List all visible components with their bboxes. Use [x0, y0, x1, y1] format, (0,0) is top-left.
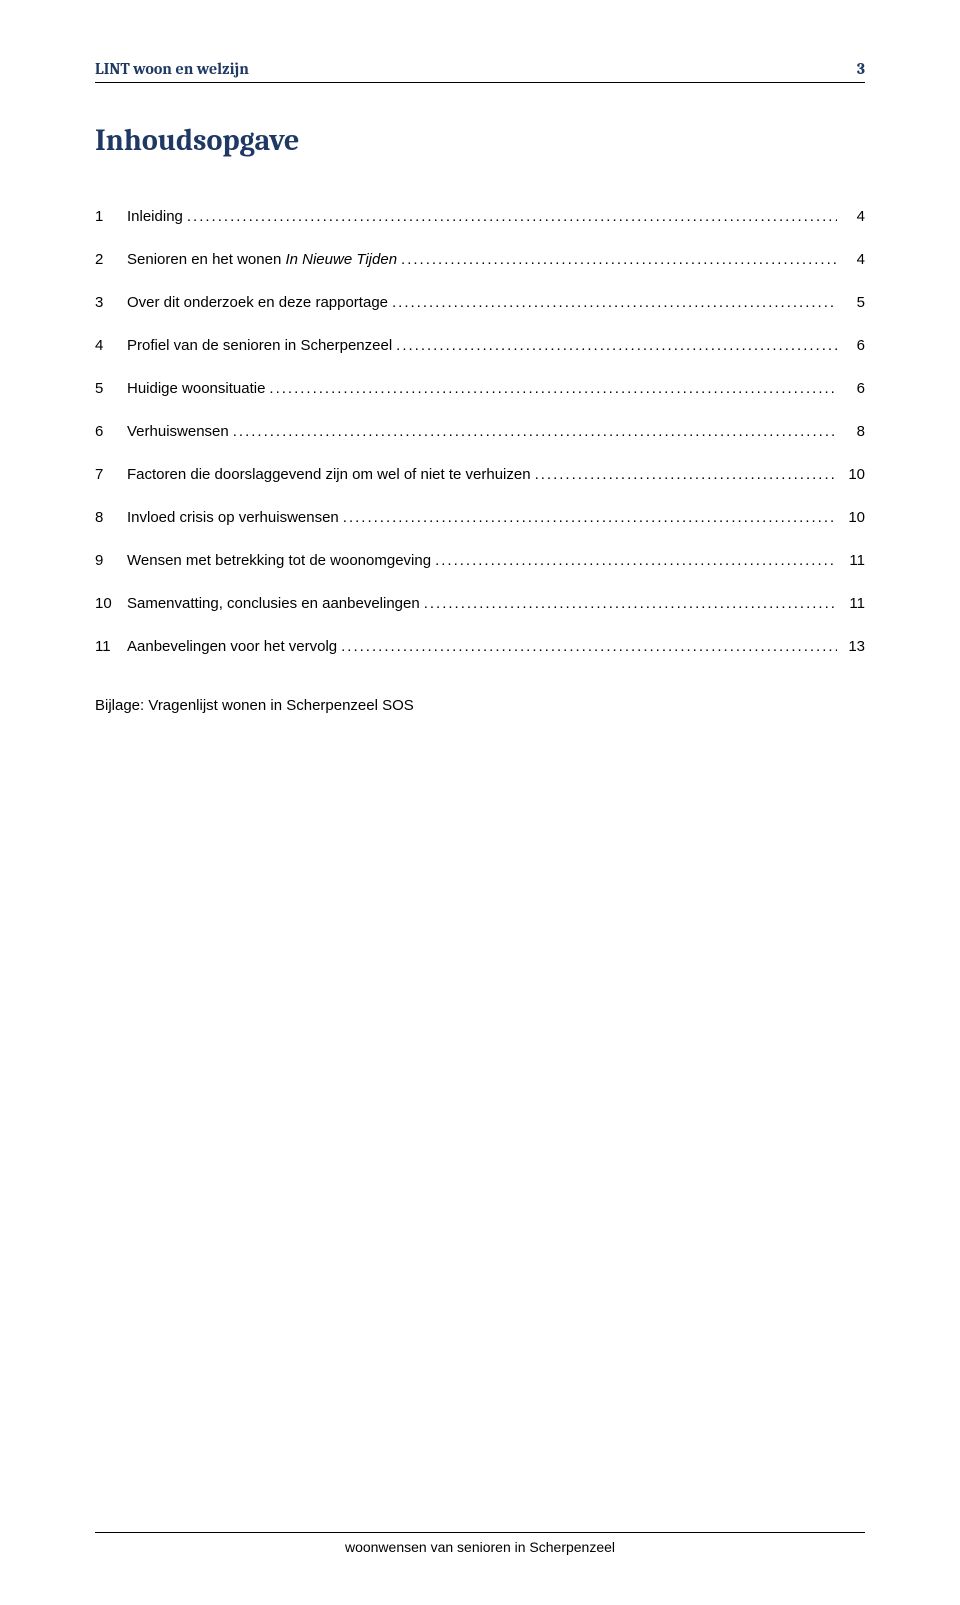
toc-page: 13: [841, 636, 865, 657]
toc-entry: 1 Inleiding 4: [95, 206, 865, 227]
toc-page: 10: [841, 507, 865, 528]
toc-label: Huidige woonsituatie: [127, 378, 265, 399]
toc-leader: [341, 636, 837, 657]
toc-entry: 4 Profiel van de senioren in Scherpenzee…: [95, 335, 865, 356]
document-page: LINT woon en welzijn 3 Inhoudsopgave 1 I…: [0, 0, 960, 1605]
toc-label: Aanbevelingen voor het vervolg: [127, 636, 337, 657]
toc-label: Wensen met betrekking tot de woonomgevin…: [127, 550, 431, 571]
header-page-number: 3: [857, 60, 865, 78]
toc-page: 8: [841, 421, 865, 442]
footer-rule: [95, 1532, 865, 1533]
toc-page: 4: [841, 249, 865, 270]
toc-page: 11: [841, 550, 865, 571]
toc-leader: [233, 421, 837, 442]
toc-number: 4: [95, 335, 127, 356]
page-title: Inhoudsopgave: [95, 123, 865, 158]
toc-leader: [435, 550, 837, 571]
toc-label: Samenvatting, conclusies en aanbevelinge…: [127, 593, 420, 614]
toc-page: 6: [841, 378, 865, 399]
toc-leader: [424, 593, 837, 614]
toc-number: 11: [95, 636, 127, 657]
toc-label: Over dit onderzoek en deze rapportage: [127, 292, 388, 313]
header-rule: [95, 82, 865, 83]
toc-number: 7: [95, 464, 127, 485]
toc-entry: 7 Factoren die doorslaggevend zijn om we…: [95, 464, 865, 485]
toc-number: 9: [95, 550, 127, 571]
toc-entry: 3 Over dit onderzoek en deze rapportage …: [95, 292, 865, 313]
toc-label: Verhuiswensen: [127, 421, 229, 442]
toc-entry: 6 Verhuiswensen 8: [95, 421, 865, 442]
toc-page: 10: [841, 464, 865, 485]
toc-leader: [343, 507, 837, 528]
toc-leader: [269, 378, 837, 399]
toc-entry: 10 Samenvatting, conclusies en aanbeveli…: [95, 593, 865, 614]
toc-entry: 5 Huidige woonsituatie 6: [95, 378, 865, 399]
toc-number: 8: [95, 507, 127, 528]
toc-page: 6: [841, 335, 865, 356]
toc-page: 5: [841, 292, 865, 313]
toc-entry: 11 Aanbevelingen voor het vervolg 13: [95, 636, 865, 657]
toc-leader: [401, 249, 837, 270]
toc-page: 4: [841, 206, 865, 227]
table-of-contents: 1 Inleiding 4 2 Senioren en het wonen In…: [95, 206, 865, 657]
toc-label: Factoren die doorslaggevend zijn om wel …: [127, 464, 531, 485]
toc-page: 11: [841, 593, 865, 614]
toc-leader: [396, 335, 837, 356]
toc-leader: [187, 206, 837, 227]
toc-number: 5: [95, 378, 127, 399]
toc-number: 10: [95, 593, 127, 614]
toc-number: 6: [95, 421, 127, 442]
page-footer: woonwensen van senioren in Scherpenzeel: [95, 1532, 865, 1555]
page-header: LINT woon en welzijn 3: [95, 60, 865, 78]
toc-entry: 8 Invloed crisis op verhuiswensen 10: [95, 507, 865, 528]
toc-entry: 2 Senioren en het wonen In Nieuwe Tijden…: [95, 249, 865, 270]
toc-label: Senioren en het wonen In Nieuwe Tijden: [127, 249, 397, 270]
toc-label: Inleiding: [127, 206, 183, 227]
toc-leader: [535, 464, 837, 485]
appendix-line: Bijlage: Vragenlijst wonen in Scherpenze…: [95, 697, 865, 714]
toc-label: Profiel van de senioren in Scherpenzeel: [127, 335, 392, 356]
toc-number: 2: [95, 249, 127, 270]
toc-number: 1: [95, 206, 127, 227]
toc-entry: 9 Wensen met betrekking tot de woonomgev…: [95, 550, 865, 571]
toc-label: Invloed crisis op verhuiswensen: [127, 507, 339, 528]
toc-number: 3: [95, 292, 127, 313]
header-left: LINT woon en welzijn: [95, 60, 249, 78]
footer-text: woonwensen van senioren in Scherpenzeel: [95, 1539, 865, 1555]
toc-leader: [392, 292, 837, 313]
